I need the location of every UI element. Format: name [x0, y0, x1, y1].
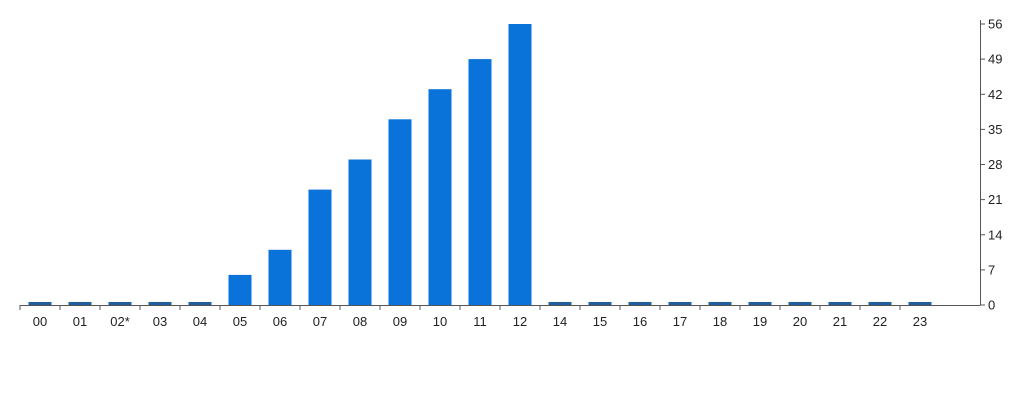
bar-18: [708, 302, 732, 305]
y-tick-label: 49: [988, 52, 1002, 67]
axis-layer: 00 01 02* 03 04 05 06 07 08 09 10 11 12 14 15 16 17 18 19 2…: [19, 17, 1002, 329]
bar-19: [748, 302, 772, 305]
x-tick-label: 06: [273, 314, 287, 329]
bar-12: [508, 24, 532, 305]
x-tick-label: 09: [393, 314, 407, 329]
bar-23: [908, 302, 932, 305]
x-tick-label: 20: [793, 314, 807, 329]
x-tick-label: 05: [233, 314, 247, 329]
bar-01: [68, 302, 92, 305]
bar-22: [868, 302, 892, 305]
y-tick-label: 7: [988, 262, 995, 277]
x-tick-label: 21: [833, 314, 847, 329]
x-tick-label: 03: [153, 314, 167, 329]
x-tick-label: 19: [753, 314, 767, 329]
bars-layer: [28, 24, 932, 305]
bar-15: [588, 302, 612, 305]
bar-06: [268, 249, 292, 305]
bar-04: [188, 302, 212, 305]
bar-14: [548, 302, 572, 305]
bar-21: [828, 302, 852, 305]
x-tick-label: 22: [873, 314, 887, 329]
bar-00: [28, 302, 52, 305]
y-tick-label: 28: [988, 157, 1002, 172]
x-tick-label: 07: [313, 314, 327, 329]
bar-16: [628, 302, 652, 305]
y-tick-label: 56: [988, 17, 1002, 32]
x-tick-label: 17: [673, 314, 687, 329]
x-tick-label: 01: [73, 314, 87, 329]
y-tick-label: 35: [988, 122, 1002, 137]
x-tick-label: 00: [33, 314, 47, 329]
bar-05: [228, 274, 252, 305]
bar-07: [308, 189, 332, 305]
bar-17: [668, 302, 692, 305]
x-tick-label: 14: [553, 314, 567, 329]
x-tick-label: 16: [633, 314, 647, 329]
y-tick-label: 14: [988, 227, 1002, 242]
x-tick-label: 10: [433, 314, 447, 329]
bar-03: [148, 302, 172, 305]
x-tick-label: 04: [193, 314, 207, 329]
x-tick-label: 02*: [110, 314, 130, 329]
x-tick-label: 15: [593, 314, 607, 329]
y-tick-label: 0: [988, 298, 995, 313]
bar-08: [348, 159, 372, 305]
bar-09: [388, 119, 412, 305]
x-tick-label: 12: [513, 314, 527, 329]
x-tick-label: 18: [713, 314, 727, 329]
bar-20: [788, 302, 812, 305]
x-tick-label: 11: [473, 314, 487, 329]
y-tick-label: 21: [988, 192, 1002, 207]
bar-02: [108, 302, 132, 305]
bar-11: [468, 59, 492, 305]
x-tick-label: 08: [353, 314, 367, 329]
y-tick-label: 42: [988, 87, 1002, 102]
bar-10: [428, 89, 452, 305]
x-tick-label: 23: [913, 314, 927, 329]
